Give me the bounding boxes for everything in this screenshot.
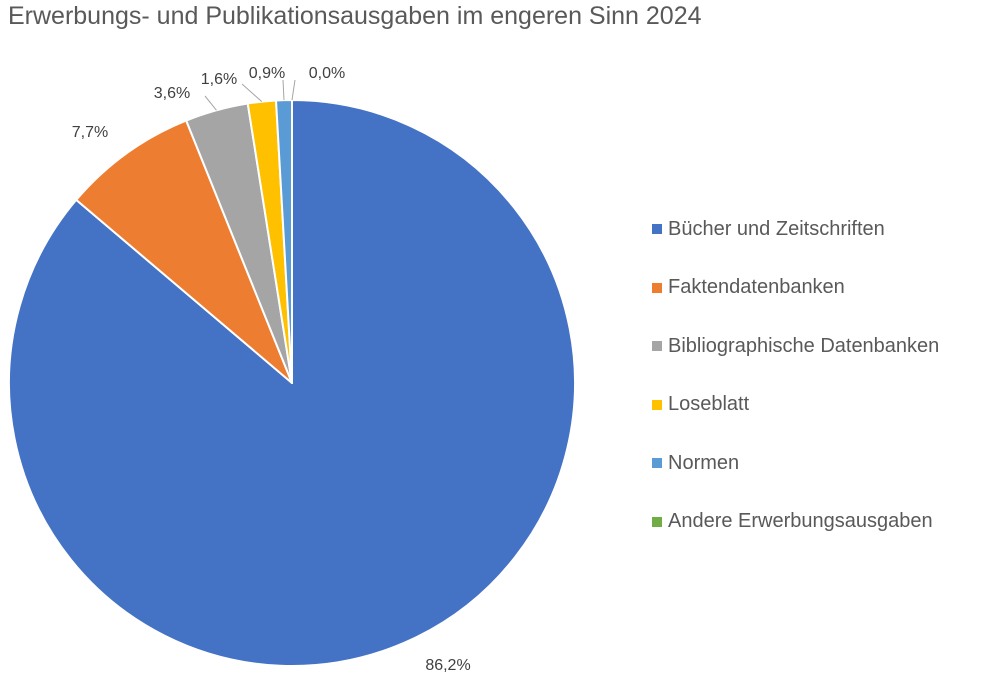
legend-item-normen: Normen (652, 434, 992, 493)
legend-label-andere-erwerbungsausgaben: Andere Erwerbungsausgaben (668, 510, 933, 533)
legend-item-buecher-und-zeitschriften: Bücher und Zeitschriften (652, 200, 992, 259)
leader-line-bibliographische-datenbanken (205, 96, 216, 110)
legend-item-andere-erwerbungsausgaben: Andere Erwerbungsausgaben (652, 493, 992, 552)
legend-item-loseblatt: Loseblatt (652, 376, 992, 435)
legend-swatch-bibliographische-datenbanken (652, 341, 662, 351)
legend-swatch-normen (652, 458, 662, 468)
leader-line-loseblatt (242, 84, 262, 102)
legend-swatch-loseblatt (652, 400, 662, 410)
legend-swatch-buecher-und-zeitschriften (652, 224, 662, 234)
leader-line-andere-erwerbungsausgaben (292, 80, 295, 100)
legend-label-bibliographische-datenbanken: Bibliographische Datenbanken (668, 335, 939, 358)
legend-swatch-andere-erwerbungsausgaben (652, 517, 662, 527)
data-label-loseblatt: 1,6% (201, 71, 237, 88)
legend-label-normen: Normen (668, 452, 739, 475)
leader-line-normen (283, 80, 284, 100)
legend-item-faktendatenbanken: Faktendatenbanken (652, 259, 992, 318)
legend-label-faktendatenbanken: Faktendatenbanken (668, 276, 845, 299)
legend: Bücher und Zeitschriften Faktendatenbanke… (652, 200, 992, 551)
data-label-faktendatenbanken: 7,7% (72, 124, 108, 141)
data-label-bibliographische-datenbanken: 3,6% (154, 85, 190, 102)
pie-slices (9, 100, 575, 666)
data-label-andere-erwerbungsausgaben: 0,0% (309, 65, 345, 82)
data-label-buecher-und-zeitschriften: 86,2% (425, 657, 470, 674)
legend-item-bibliographische-datenbanken: Bibliographische Datenbanken (652, 317, 992, 376)
data-label-normen: 0,9% (249, 65, 285, 82)
legend-label-buecher-und-zeitschriften: Bücher und Zeitschriften (668, 218, 885, 241)
legend-swatch-faktendatenbanken (652, 283, 662, 293)
legend-label-loseblatt: Loseblatt (668, 393, 749, 416)
